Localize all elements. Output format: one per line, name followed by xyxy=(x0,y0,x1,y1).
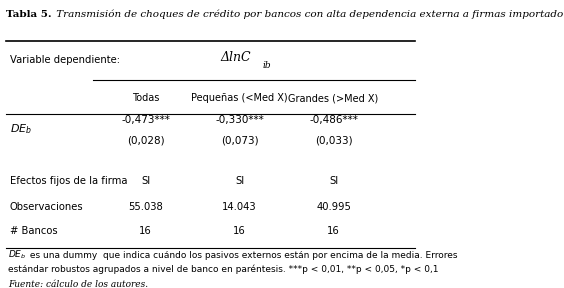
Text: Pequeñas (<Med X): Pequeñas (<Med X) xyxy=(191,93,288,103)
Text: Observaciones: Observaciones xyxy=(10,202,83,212)
Text: (0,073): (0,073) xyxy=(221,135,258,145)
Text: Variable dependiente:: Variable dependiente: xyxy=(10,55,120,65)
Text: 40.995: 40.995 xyxy=(316,202,351,212)
Text: Fuente: cálculo de los autores.: Fuente: cálculo de los autores. xyxy=(8,280,148,288)
Text: ib: ib xyxy=(262,61,271,71)
Text: -0,486***: -0,486*** xyxy=(309,115,358,125)
Text: Tabla 5.: Tabla 5. xyxy=(6,10,51,18)
Text: ΔlnC: ΔlnC xyxy=(220,51,250,64)
Text: (0,033): (0,033) xyxy=(315,135,352,145)
Text: -0,330***: -0,330*** xyxy=(215,115,264,125)
Text: 55.038: 55.038 xyxy=(128,202,163,212)
Text: estándar robustos agrupados a nivel de banco en paréntesis. ***p < 0,01, **p < 0: estándar robustos agrupados a nivel de b… xyxy=(8,264,438,274)
Text: Efectos fijos de la firma: Efectos fijos de la firma xyxy=(10,176,127,186)
Text: -0,473***: -0,473*** xyxy=(121,115,170,125)
Text: 16: 16 xyxy=(233,226,246,236)
Text: SI: SI xyxy=(235,176,244,186)
Text: 16: 16 xyxy=(327,226,340,236)
Text: 16: 16 xyxy=(139,226,152,236)
Text: es una dummy  que indica cuándo los pasivos externos están por encima de la medi: es una dummy que indica cuándo los pasiv… xyxy=(27,251,458,260)
Text: SI: SI xyxy=(329,176,338,186)
Text: $DE_b$: $DE_b$ xyxy=(8,249,26,262)
Text: 14.043: 14.043 xyxy=(222,202,257,212)
Text: Transmisión de choques de crédito por bancos con alta dependencia externa a firm: Transmisión de choques de crédito por ba… xyxy=(53,10,564,19)
Text: SI: SI xyxy=(141,176,150,186)
Text: # Bancos: # Bancos xyxy=(10,226,58,236)
Text: Todas: Todas xyxy=(132,93,159,103)
Text: Grandes (>Med X): Grandes (>Med X) xyxy=(288,93,378,103)
Text: $DE_b$: $DE_b$ xyxy=(10,122,32,136)
Text: (0,028): (0,028) xyxy=(127,135,164,145)
